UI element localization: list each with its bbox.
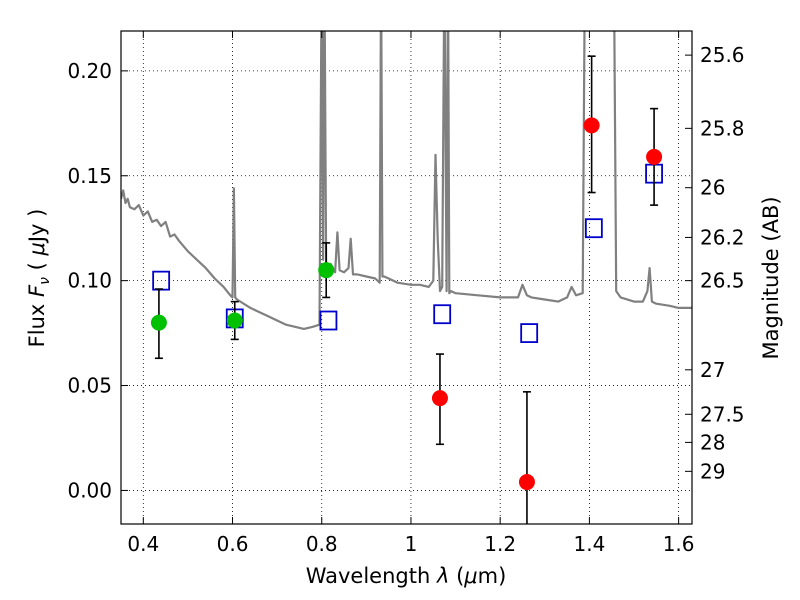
y2-tick-label: 29 — [700, 459, 725, 483]
x-tick-label: 1 — [405, 532, 418, 556]
marker-layer — [150, 55, 663, 524]
y2-tick-label: 25.6 — [700, 43, 745, 67]
detection-point — [150, 314, 167, 331]
x-tick-label: 1.2 — [484, 532, 516, 556]
y2-tick-label: 25.8 — [700, 116, 745, 140]
model-photometry-square — [520, 323, 539, 343]
y2-tick-label: 27 — [700, 358, 725, 382]
y-tick-label: 0.05 — [67, 374, 112, 398]
spectrum-layer — [121, 31, 692, 330]
detection-point — [226, 312, 243, 329]
y2-axis-label: Magnitude (AB) — [759, 196, 783, 359]
y-tick-label: 0.00 — [67, 478, 112, 502]
red-photometry-point — [518, 474, 535, 491]
x-tick-label: 0.4 — [127, 532, 159, 556]
x-tick-label: 1.6 — [663, 532, 695, 556]
y-axis-label: Flux Fν ( μJy ) — [25, 209, 53, 348]
y2-tick-label: 26.2 — [700, 225, 745, 249]
x-axis-label: Wavelength λ (μm) — [306, 564, 507, 588]
red-photometry-point — [646, 148, 663, 165]
y-tick-label: 0.20 — [67, 59, 112, 83]
plot-background — [121, 31, 692, 524]
red-photometry-point — [431, 390, 448, 407]
x-tick-label: 0.6 — [217, 532, 249, 556]
model-photometry-square — [319, 310, 338, 331]
detection-point — [318, 262, 335, 279]
spectrum-line — [121, 31, 692, 330]
y-tick-label: 0.10 — [67, 269, 112, 293]
model-photometry-square — [584, 218, 603, 239]
y2-tick-label: 26.5 — [700, 269, 745, 293]
y-tick-label: 0.15 — [67, 164, 112, 188]
plot-frame — [120, 30, 693, 525]
model-photometry-square — [433, 304, 452, 325]
axis-ticks: 0.4 0.6 0.8 1 1.2 1.4 1.6 0.00 0.05 0.10 0.15 0.20 2… — [67, 31, 745, 556]
x-tick-label: 1.4 — [573, 532, 605, 556]
y2-tick-label: 26 — [700, 176, 725, 200]
red-photometry-point — [583, 117, 600, 134]
y2-tick-label: 27.5 — [700, 402, 745, 426]
y2-tick-label: 28 — [700, 430, 725, 454]
x-tick-label: 0.8 — [306, 532, 338, 556]
